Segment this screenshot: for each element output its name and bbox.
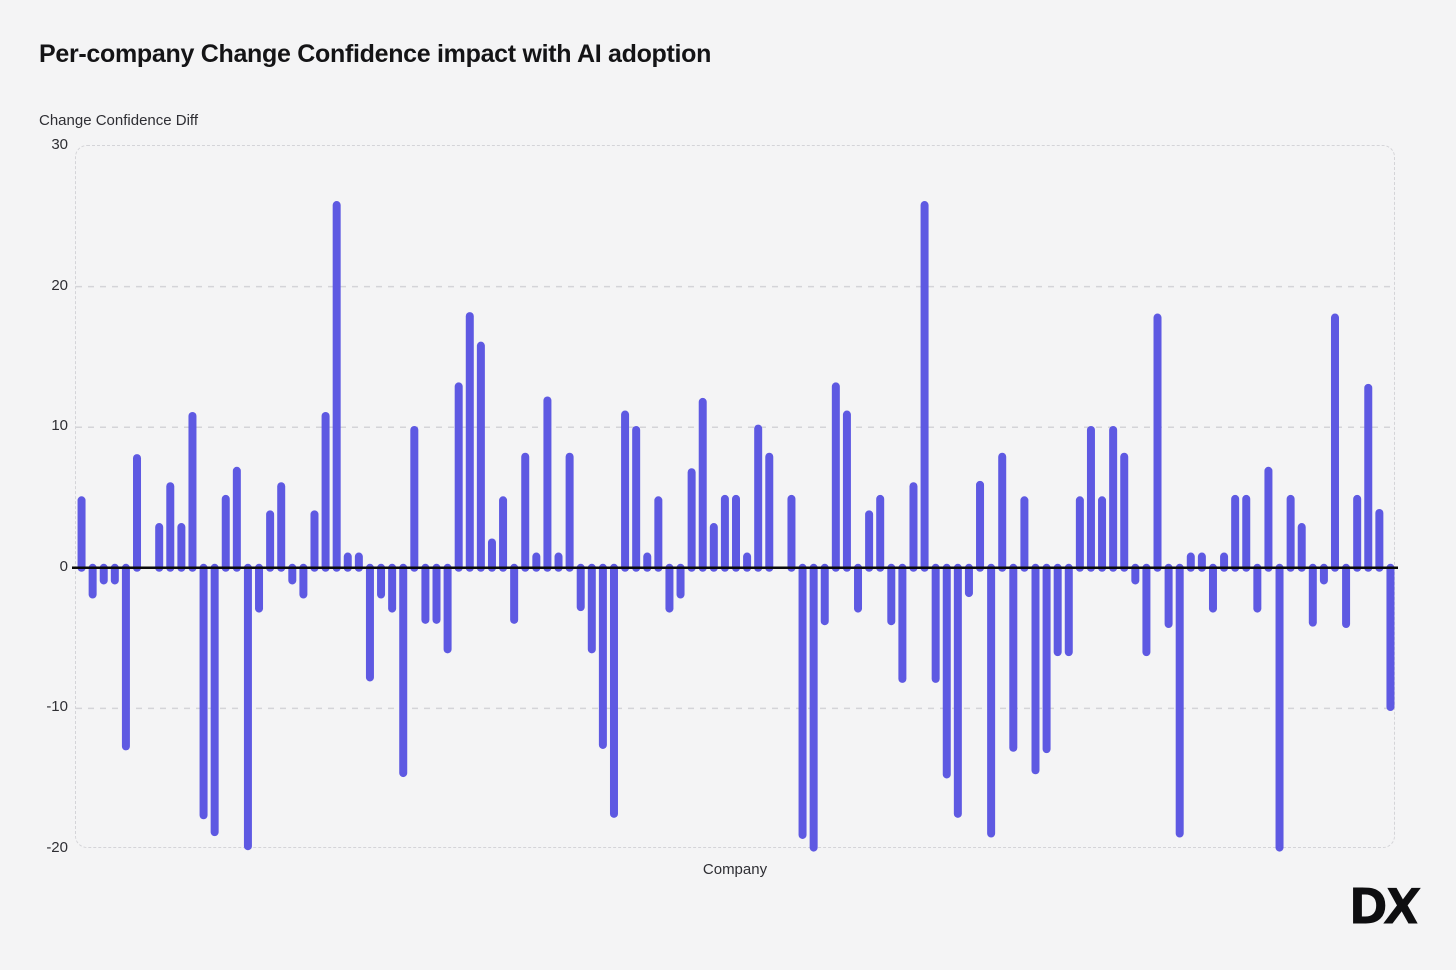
chart-title: Per-company Change Confidence impact wit… (39, 40, 712, 68)
y-tick-label: 30 (51, 136, 68, 153)
y-tick-label: 0 (59, 557, 68, 575)
y-tick-label: -20 (46, 839, 68, 856)
bar-chart-svg (72, 201, 1398, 852)
y-tick-label: 10 (51, 417, 68, 435)
dx-logo-x: X (1380, 878, 1419, 937)
y-tick-label: -10 (46, 698, 68, 716)
y-axis-label: Change Confidence Diff (39, 112, 198, 129)
x-axis-label: Company (702, 861, 768, 878)
plot-area (72, 145, 1398, 852)
y-tick-label: 20 (51, 276, 68, 294)
dx-logo-d: D (1348, 878, 1388, 937)
dx-logo: DX (1348, 878, 1419, 937)
